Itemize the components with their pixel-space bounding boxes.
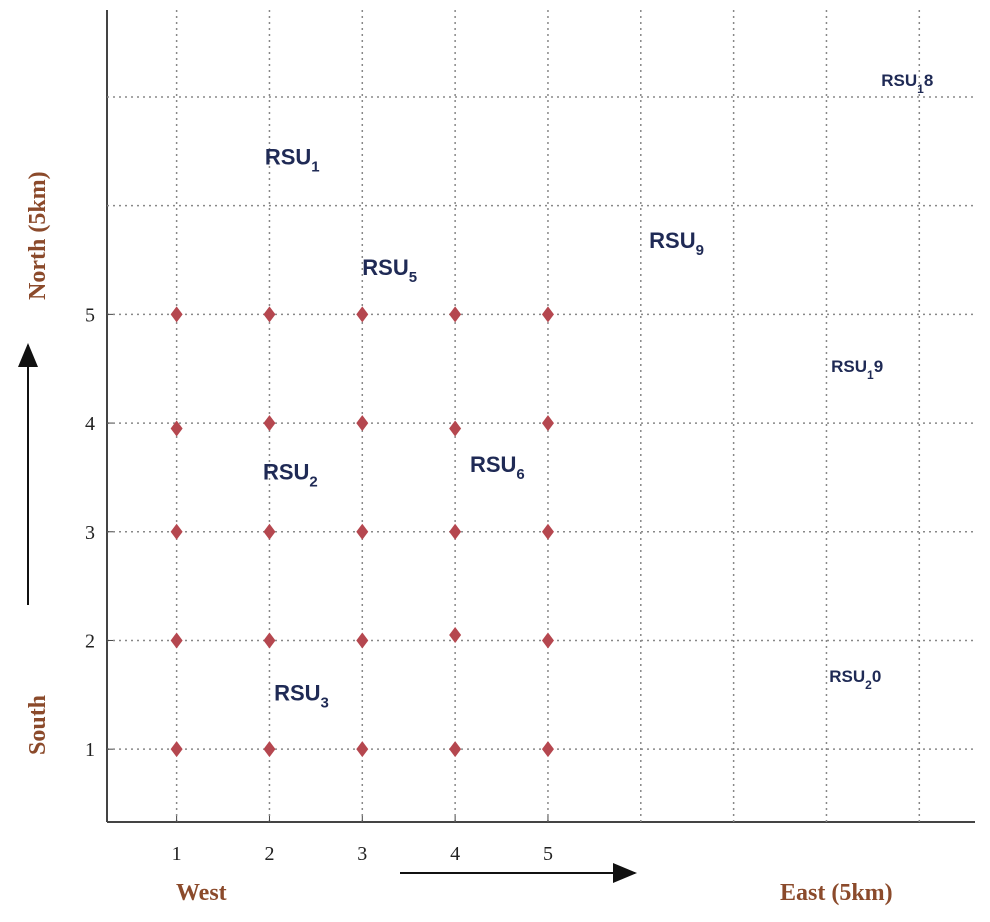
rsu-label: RSU3 [274, 680, 329, 711]
point [356, 632, 369, 649]
y-tick-label: 2 [85, 630, 95, 652]
point [356, 415, 369, 432]
point [170, 741, 183, 758]
point [449, 523, 462, 540]
point [541, 632, 554, 649]
rsu-label: RSU1 [265, 144, 320, 175]
x-tick-label: 1 [172, 843, 182, 865]
point [170, 523, 183, 540]
point [541, 415, 554, 432]
y-tick-label: 3 [85, 522, 95, 544]
y-tick-label: 5 [85, 304, 95, 326]
rsu-name: RSU [881, 71, 917, 90]
rsu-subscript: 5 [409, 269, 417, 286]
point [449, 627, 462, 644]
rsu-subscript: 9 [696, 242, 704, 259]
x-tick-label: 3 [357, 843, 367, 865]
point [449, 306, 462, 323]
point [541, 523, 554, 540]
west-label: West [176, 880, 227, 906]
y-tick-label: 4 [85, 413, 95, 435]
rsu-label: RSU18 [881, 71, 933, 96]
point [263, 415, 276, 432]
rsu-suffix: 0 [872, 667, 881, 686]
rsu-name: RSU [362, 255, 408, 280]
rsu-subscript: 1 [867, 368, 874, 382]
point [449, 741, 462, 758]
x-tick-label: 5 [543, 843, 553, 865]
point [356, 523, 369, 540]
rsu-label: RSU2 [263, 460, 318, 491]
rsu-label: RSU5 [362, 255, 417, 286]
point [170, 420, 183, 437]
y-tick-label: 1 [85, 739, 95, 761]
rsu-subscript: 1 [917, 82, 924, 96]
rsu-name: RSU [649, 228, 695, 253]
rsu-subscript: 6 [516, 466, 524, 483]
point [263, 523, 276, 540]
point [356, 741, 369, 758]
rsu-suffix: 9 [874, 357, 883, 376]
rsu-name: RSU [831, 357, 867, 376]
point [263, 741, 276, 758]
rsu-subscript: 2 [309, 474, 317, 491]
point [541, 306, 554, 323]
north-label: North (5km) [25, 171, 51, 300]
rsu-subscript: 1 [311, 158, 319, 175]
point [263, 632, 276, 649]
rsu-name: RSU [470, 452, 516, 477]
rsu-suffix: 8 [924, 71, 933, 90]
rsu-label: RSU20 [829, 667, 881, 692]
rsu-subscript: 2 [865, 678, 872, 692]
rsu-name: RSU [829, 667, 865, 686]
x-tick-label: 4 [450, 843, 460, 865]
point [449, 420, 462, 437]
x-tick-label: 2 [264, 843, 274, 865]
point [263, 306, 276, 323]
point [170, 306, 183, 323]
rsu-name: RSU [263, 460, 309, 485]
rsu-label: RSU6 [470, 452, 525, 483]
rsu-name: RSU [265, 144, 311, 169]
rsu-label: RSU19 [831, 357, 883, 382]
rsu-subscript: 3 [321, 694, 329, 711]
south-label: South [25, 695, 51, 755]
point [356, 306, 369, 323]
east-label: East (5km) [780, 880, 893, 906]
rsu-name: RSU [274, 680, 320, 705]
rsu-label: RSU9 [649, 228, 704, 259]
point [170, 632, 183, 649]
point [541, 741, 554, 758]
